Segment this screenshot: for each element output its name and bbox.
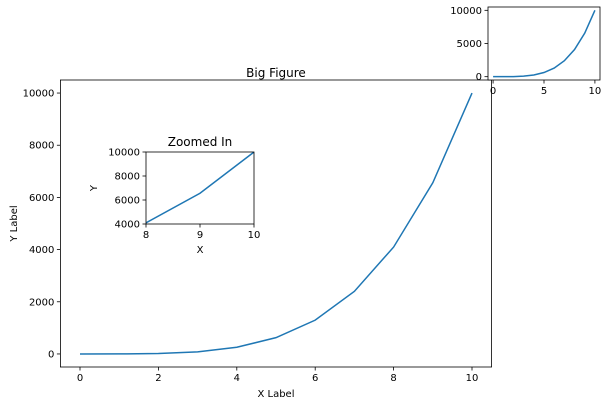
x-tick-label: 0 — [490, 86, 496, 97]
data-line — [79, 92, 473, 355]
y-tick-label: 5000 — [457, 39, 482, 50]
x-tick-label: 2 — [155, 373, 161, 384]
x-tick-label: 6 — [312, 373, 318, 384]
y-tick-label: 10000 — [23, 89, 55, 100]
x-tick-label: 10 — [466, 373, 479, 384]
axes-background — [60, 80, 492, 367]
y-axis-label: Y Label — [9, 205, 20, 242]
x-axis-label: X Label — [257, 389, 294, 400]
y-tick-label: 6000 — [115, 196, 140, 207]
x-tick-label: 8 — [143, 230, 149, 241]
x-tick-label: 10 — [248, 230, 261, 241]
y-tick-label: 10000 — [450, 6, 482, 17]
x-tick-label: 10 — [589, 86, 602, 97]
y-tick-label: 8000 — [29, 141, 54, 152]
data-line — [493, 10, 596, 78]
data-line — [146, 152, 254, 224]
x-axis-label: X — [197, 245, 204, 256]
x-tick-label: 8 — [390, 373, 396, 384]
axes-background — [488, 7, 600, 80]
x-tick-label: 9 — [197, 230, 203, 241]
axes-title: Big Figure — [246, 66, 306, 80]
y-tick-label: 4000 — [115, 220, 140, 231]
y-axis-label: Y — [89, 184, 100, 192]
x-tick-label: 0 — [77, 373, 83, 384]
axes-frame — [60, 79, 493, 368]
y-tick-label: 10000 — [108, 148, 140, 159]
y-tick-label: 0 — [476, 72, 482, 83]
x-tick-label: 4 — [234, 373, 240, 384]
y-tick-label: 8000 — [115, 172, 140, 183]
y-tick-label: 0 — [48, 349, 54, 360]
y-tick-label: 4000 — [29, 245, 54, 256]
x-tick-label: 5 — [541, 86, 547, 97]
y-tick-label: 6000 — [29, 193, 54, 204]
axes-title: Zoomed In — [168, 135, 233, 149]
y-tick-label: 2000 — [29, 297, 54, 308]
axes-background — [146, 152, 254, 224]
